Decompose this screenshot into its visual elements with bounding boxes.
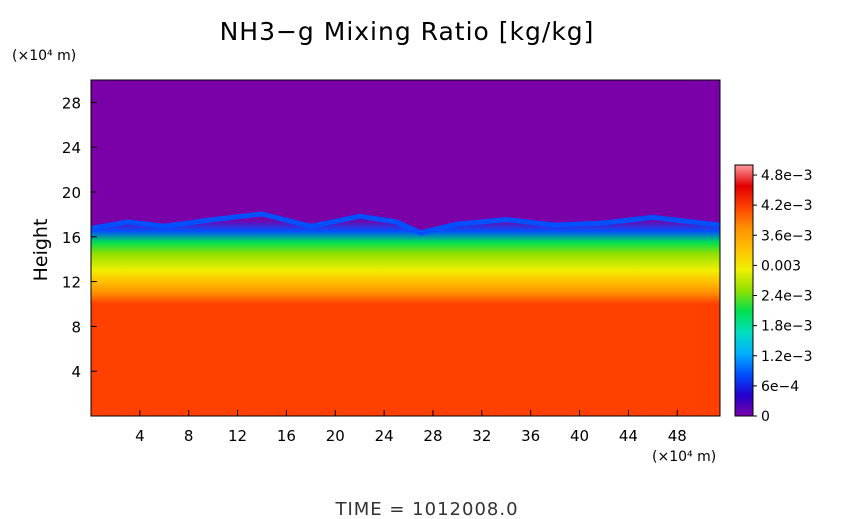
y-tick-label: 4 xyxy=(71,363,81,381)
y-tick-label: 24 xyxy=(62,139,81,157)
y-tick-label: 20 xyxy=(62,184,81,202)
chart-title: NH3−g Mixing Ratio [kg/kg] xyxy=(220,17,595,46)
x-tick-label: 24 xyxy=(375,427,394,445)
x-tick-label: 28 xyxy=(423,427,442,445)
y-tick-label: 16 xyxy=(62,229,81,247)
x-tick-label: 32 xyxy=(472,427,491,445)
x-tick-label: 8 xyxy=(184,427,194,445)
colorbar-tick-label: 4.8e−3 xyxy=(761,168,813,184)
upper-region xyxy=(91,80,720,231)
y-axis: 4 8 12 16 20 24 28 xyxy=(62,94,97,381)
y-tick-label: 12 xyxy=(62,274,81,292)
x-tick-label: 48 xyxy=(668,427,687,445)
y-axis-label: Height xyxy=(30,219,52,282)
colorbar-tick-label: 0 xyxy=(761,409,770,425)
boundary-band xyxy=(90,211,721,236)
y-unit-label: (×10⁴ m) xyxy=(12,48,76,64)
x-axis: 4 8 12 16 20 24 28 32 36 40 44 48 xyxy=(135,410,687,445)
colorbar-tick-label: 2.4e−3 xyxy=(761,289,813,305)
x-tick-label: 16 xyxy=(277,427,296,445)
colorbar: 4.8e−3 4.2e−3 3.6e−3 0.003 2.4e−3 1.8e−3 1.2e−… xyxy=(734,164,813,425)
time-label: TIME = 1012008.0 xyxy=(334,499,518,519)
colorbar-scale xyxy=(734,164,754,417)
y-tick-label: 8 xyxy=(71,318,81,336)
y-tick-label: 28 xyxy=(62,94,81,112)
x-tick-label: 20 xyxy=(326,427,345,445)
colorbar-tick-label: 4.2e−3 xyxy=(761,198,813,214)
colorbar-tick-label: 1.2e−3 xyxy=(761,349,813,365)
x-tick-label: 12 xyxy=(228,427,247,445)
colorbar-tick-label: 0.003 xyxy=(761,258,801,274)
x-tick-label: 40 xyxy=(570,427,589,445)
x-tick-label: 44 xyxy=(619,427,638,445)
colorbar-tick-label: 1.8e−3 xyxy=(761,319,813,335)
x-tick-label: 4 xyxy=(135,427,145,445)
plot-area xyxy=(90,79,721,417)
x-tick-label: 36 xyxy=(521,427,540,445)
colorbar-ticks: 4.8e−3 4.2e−3 3.6e−3 0.003 2.4e−3 1.8e−3 1.2e−… xyxy=(753,168,813,425)
colorbar-tick-label: 3.6e−3 xyxy=(761,228,813,244)
plot-frame xyxy=(90,79,721,417)
x-unit-label: (×10⁴ m) xyxy=(652,449,716,465)
colorbar-tick-label: 6e−4 xyxy=(761,379,799,395)
